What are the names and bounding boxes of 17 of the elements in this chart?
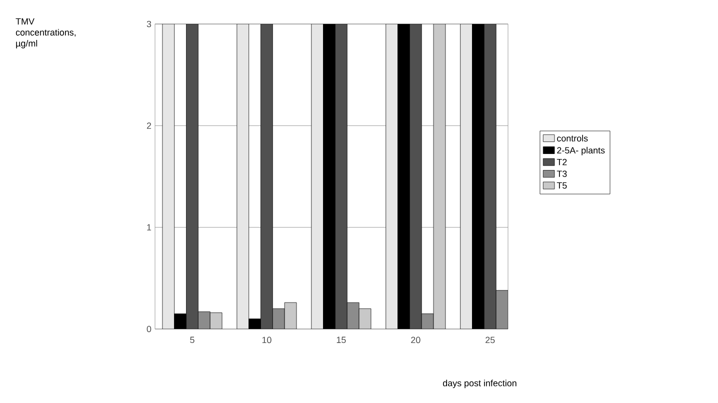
- legend-label: T3: [556, 170, 567, 177]
- text: TMV concentrations, µg/ml: [16, 18, 76, 48]
- x-tick-label: 20: [411, 336, 420, 344]
- x-tick-label: 10: [262, 336, 272, 344]
- y-tick-label: 3: [146, 20, 152, 28]
- y-tick-label: 1: [147, 224, 152, 230]
- legend-label: T5: [556, 182, 567, 189]
- legend-label: T2: [556, 158, 567, 166]
- y-tick-label: 2: [146, 122, 152, 129]
- x-tick-label: 15: [336, 336, 346, 344]
- legend-label: 2-5A- plants: [557, 146, 605, 156]
- y-tick-label: 0: [146, 326, 152, 332]
- x-axis-title: days post infection: [443, 380, 516, 388]
- x-tick-label: 25: [486, 336, 495, 344]
- legend-label: controls: [557, 134, 588, 142]
- x-tick-label: 5: [190, 336, 194, 344]
- bar: [433, 24, 446, 329]
